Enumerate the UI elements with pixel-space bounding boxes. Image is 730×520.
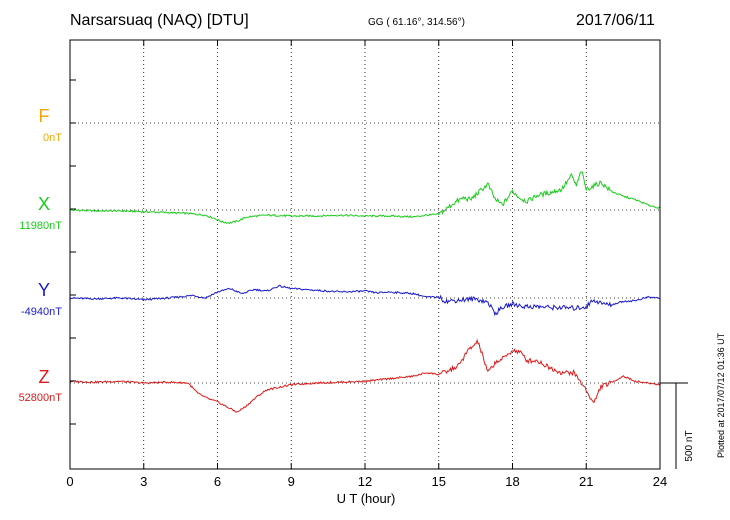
- component-f-label: F: [38, 106, 50, 126]
- x-tick-label: 21: [579, 474, 593, 489]
- component-z-label: Z: [38, 367, 50, 387]
- component-z-baseline: 52800nT: [18, 392, 62, 404]
- x-tick-label: 12: [358, 474, 372, 489]
- series-lines: [69, 171, 661, 413]
- component-x-label: X: [37, 194, 50, 214]
- series-line-x: [69, 171, 661, 225]
- component-y-baseline: -4940nT: [21, 306, 62, 318]
- scale-bar-label: 500 nT: [684, 430, 695, 461]
- scale-bar: 500 nT: [660, 382, 695, 469]
- x-axis-ticks: 0 3 6 9 12 15 18 21 24: [66, 40, 667, 489]
- x-tick-label: 9: [288, 474, 295, 489]
- x-tick-label: 0: [66, 474, 73, 489]
- x-tick-label: 3: [140, 474, 147, 489]
- series-line-z: [69, 338, 661, 413]
- component-f-baseline: 0nT: [43, 132, 62, 144]
- component-x-baseline: 11980nT: [19, 220, 62, 232]
- x-tick-label: 18: [505, 474, 519, 489]
- x-tick-label: 15: [432, 474, 446, 489]
- series-line-y: [70, 284, 661, 317]
- date-label: 2017/06/11: [576, 12, 655, 29]
- station-title: Narsarsuaq (NAQ) [DTU]: [70, 12, 249, 29]
- x-tick-label: 6: [214, 474, 221, 489]
- grid-lines: [70, 40, 660, 469]
- component-y-label: Y: [37, 280, 50, 300]
- geographic-coordinates: GG ( 61.16°, 314.56°): [368, 17, 465, 28]
- x-tick-label: 24: [653, 474, 667, 489]
- x-axis-title: U T (hour): [337, 491, 396, 506]
